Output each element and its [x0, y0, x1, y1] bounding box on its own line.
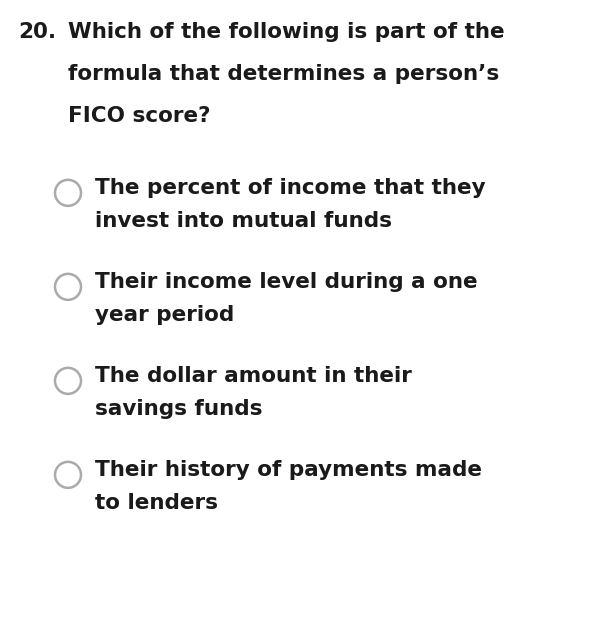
Text: Their income level during a one: Their income level during a one	[95, 272, 478, 292]
Text: savings funds: savings funds	[95, 399, 263, 419]
Text: Which of the following is part of the: Which of the following is part of the	[68, 22, 504, 42]
Text: Their history of payments made: Their history of payments made	[95, 460, 482, 480]
Text: FICO score?: FICO score?	[68, 106, 211, 126]
Text: The dollar amount in their: The dollar amount in their	[95, 366, 412, 386]
Text: year period: year period	[95, 305, 234, 325]
Text: The percent of income that they: The percent of income that they	[95, 178, 486, 198]
Text: 20.: 20.	[18, 22, 56, 42]
Text: formula that determines a person’s: formula that determines a person’s	[68, 64, 500, 84]
Text: to lenders: to lenders	[95, 493, 218, 513]
Text: invest into mutual funds: invest into mutual funds	[95, 211, 392, 231]
